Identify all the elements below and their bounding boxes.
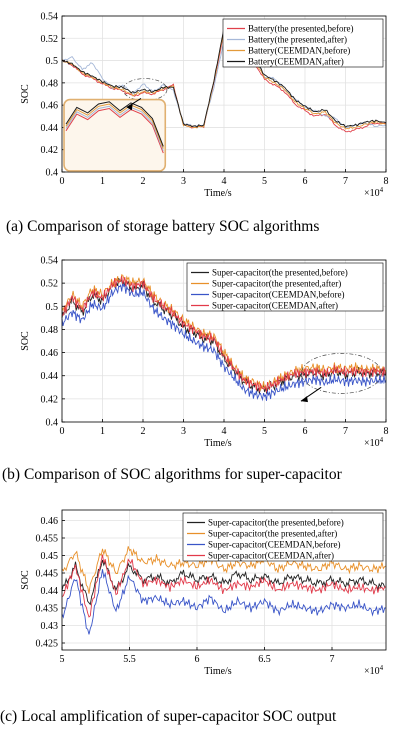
inset-line-3: [65, 103, 164, 149]
y-tick-label: 0.54: [41, 256, 59, 267]
x-tick-label: 3: [181, 176, 186, 187]
axes-frame: [61, 509, 387, 651]
x-tick-label: 2: [141, 426, 146, 437]
chart-panel-supercap-zoom: 5 5.5 6 6.5 7 0.425 0.43 0.435 0.44 0.445 0.45 0.45…: [0, 500, 400, 710]
x-tick-label: 2: [141, 176, 146, 187]
x-tick-label: 3: [181, 426, 186, 437]
series-line-3: [61, 282, 387, 402]
y-tick-label: 0.5: [46, 56, 59, 67]
y-tick-label: 0.435: [36, 604, 59, 615]
x-tick-label: 5: [60, 654, 65, 665]
inset-line-4: [65, 101, 164, 147]
x-tick-label: 6: [303, 426, 308, 437]
x-tick-label: 4: [222, 176, 227, 187]
y-tick-label: 0.42: [41, 145, 59, 156]
y-axis-label: SOC: [20, 84, 31, 104]
y-tick-label: 0.4: [46, 418, 59, 429]
y-tick-label: 0.455: [36, 534, 59, 545]
x-tick-label: 7: [330, 654, 335, 665]
y-tick-label: 0.52: [41, 34, 59, 45]
legend-entry-2: Super-capacitor(the presented,after): [212, 279, 341, 289]
y-tick-label: 0.46: [41, 516, 59, 527]
series-line-3: [61, 569, 386, 635]
x-tick-label: 7: [343, 176, 348, 187]
x-tick-label: 5: [262, 176, 267, 187]
x-tick-label: 1: [100, 176, 105, 187]
y-tick-label: 0.45: [41, 551, 59, 562]
legend-entry-3: Super-capacitor(CEEMDAN,before): [208, 540, 341, 550]
chart-panel-battery: 0 1 2 3 4 5 6 7 8 0.4 0.42 0.44 0.46 0.48 0.5 0.52 0.54 T…: [0, 0, 400, 210]
zoom-ellipse: [301, 353, 382, 394]
y-tick-label: 0.5: [46, 302, 59, 313]
x-tick-label: 5: [262, 426, 267, 437]
y-tick-label: 0.425: [36, 639, 59, 650]
y-axis-label: SOC: [20, 331, 31, 351]
zoom-arrow-head: [300, 396, 308, 403]
x-tick-label: 0: [60, 176, 65, 187]
legend-entry-4: Battery(CEEMDAN,after): [248, 57, 344, 67]
legend-entry-1: Battery(the presented,before): [248, 24, 353, 34]
y-tick-label: 0.48: [41, 78, 59, 89]
y-tick-label: 0.43: [41, 621, 59, 632]
zoom-ellipse: [122, 78, 168, 101]
legend-entry-4: Super-capacitor(CEEMDAN,after): [208, 551, 334, 561]
x-tick-label: 6: [195, 654, 200, 665]
legend-entry-4: Super-capacitor(CEEMDAN,after): [212, 301, 338, 311]
legend-entry-3: Super-capacitor(CEEMDAN,before): [212, 290, 345, 300]
y-tick-label: 0.52: [41, 279, 59, 290]
x-axis-label: Time/s: [204, 666, 232, 677]
chart-supercap-zoom-soc: 5 5.5 6 6.5 7 0.425 0.43 0.435 0.44 0.445 0.45 0.45…: [20, 509, 387, 677]
y-tick-label: 0.54: [41, 12, 59, 23]
legend-entry-3: Battery(CEEMDAN,before): [248, 46, 350, 56]
inset-frame: [63, 98, 167, 172]
y-tick-label: 0.46: [41, 348, 59, 359]
legend-box: [186, 262, 384, 312]
x-axis-label: Time/s: [204, 438, 232, 449]
legend-box: [222, 18, 384, 68]
zoom-arrow-head: [126, 103, 133, 111]
x-tick-label: 5.5: [123, 654, 136, 665]
inset-line-2: [65, 105, 164, 151]
chart-battery-soc: 0 1 2 3 4 5 6 7 8 0.4 0.42 0.44 0.46 0.48 0.5 0.52 0.54 T…: [20, 12, 389, 200]
y-tick-label: 0.4: [46, 168, 59, 179]
x-tick-label: 0: [60, 426, 65, 437]
caption-b: (b) Comparison of SOC algorithms for sup…: [2, 466, 342, 483]
series-line-4: [61, 276, 387, 393]
x-axis-label: Time/s: [204, 188, 232, 199]
x-tick-label: 8: [384, 176, 389, 187]
x-tick-label: 6.5: [258, 654, 271, 665]
caption-c: (c) Local amplification of super-capacit…: [0, 708, 337, 725]
y-tick-label: 0.42: [41, 394, 59, 405]
caption-a: (a) Comparison of storage battery SOC al…: [6, 218, 320, 235]
x-tick-label: 4: [222, 426, 227, 437]
legend-entry-1: Super-capacitor(the presented,before): [208, 518, 344, 528]
y-tick-label: 0.46: [41, 101, 59, 112]
x-tick-label: 7: [343, 426, 348, 437]
y-tick-label: 0.44: [41, 586, 59, 597]
x-multiplier-label: ×104: [364, 664, 384, 677]
x-tick-label: 8: [384, 426, 389, 437]
series-line-4: [61, 554, 386, 618]
y-axis-label: SOC: [20, 570, 31, 590]
legend-entry-2: Super-capacitor(the presented,after): [208, 529, 337, 539]
y-tick-label: 0.44: [41, 371, 59, 382]
series-line-2: [61, 274, 387, 392]
legend-box: [182, 512, 384, 562]
legend-entry-1: Super-capacitor(the presented,before): [212, 268, 348, 278]
chart-supercap-soc: 0 1 2 3 4 5 6 7 8 0.4 0.42 0.44 0.46 0.48 0.5 0.52 0.54 T…: [20, 256, 389, 450]
chart-panel-supercap: 0 1 2 3 4 5 6 7 8 0.4 0.42 0.44 0.46 0.48 0.5 0.52 0.54 T…: [0, 250, 400, 460]
x-tick-label: 6: [303, 176, 308, 187]
inset-line-1: [65, 107, 164, 154]
x-multiplier-label: ×104: [364, 186, 384, 199]
series-line-2: [61, 546, 387, 594]
y-tick-label: 0.445: [36, 569, 59, 580]
x-multiplier-label: ×104: [364, 436, 384, 449]
legend-entry-2: Battery(the presented,after): [248, 35, 347, 45]
x-tick-label: 1: [100, 426, 105, 437]
y-tick-label: 0.48: [41, 325, 59, 336]
y-tick-label: 0.44: [41, 123, 59, 134]
